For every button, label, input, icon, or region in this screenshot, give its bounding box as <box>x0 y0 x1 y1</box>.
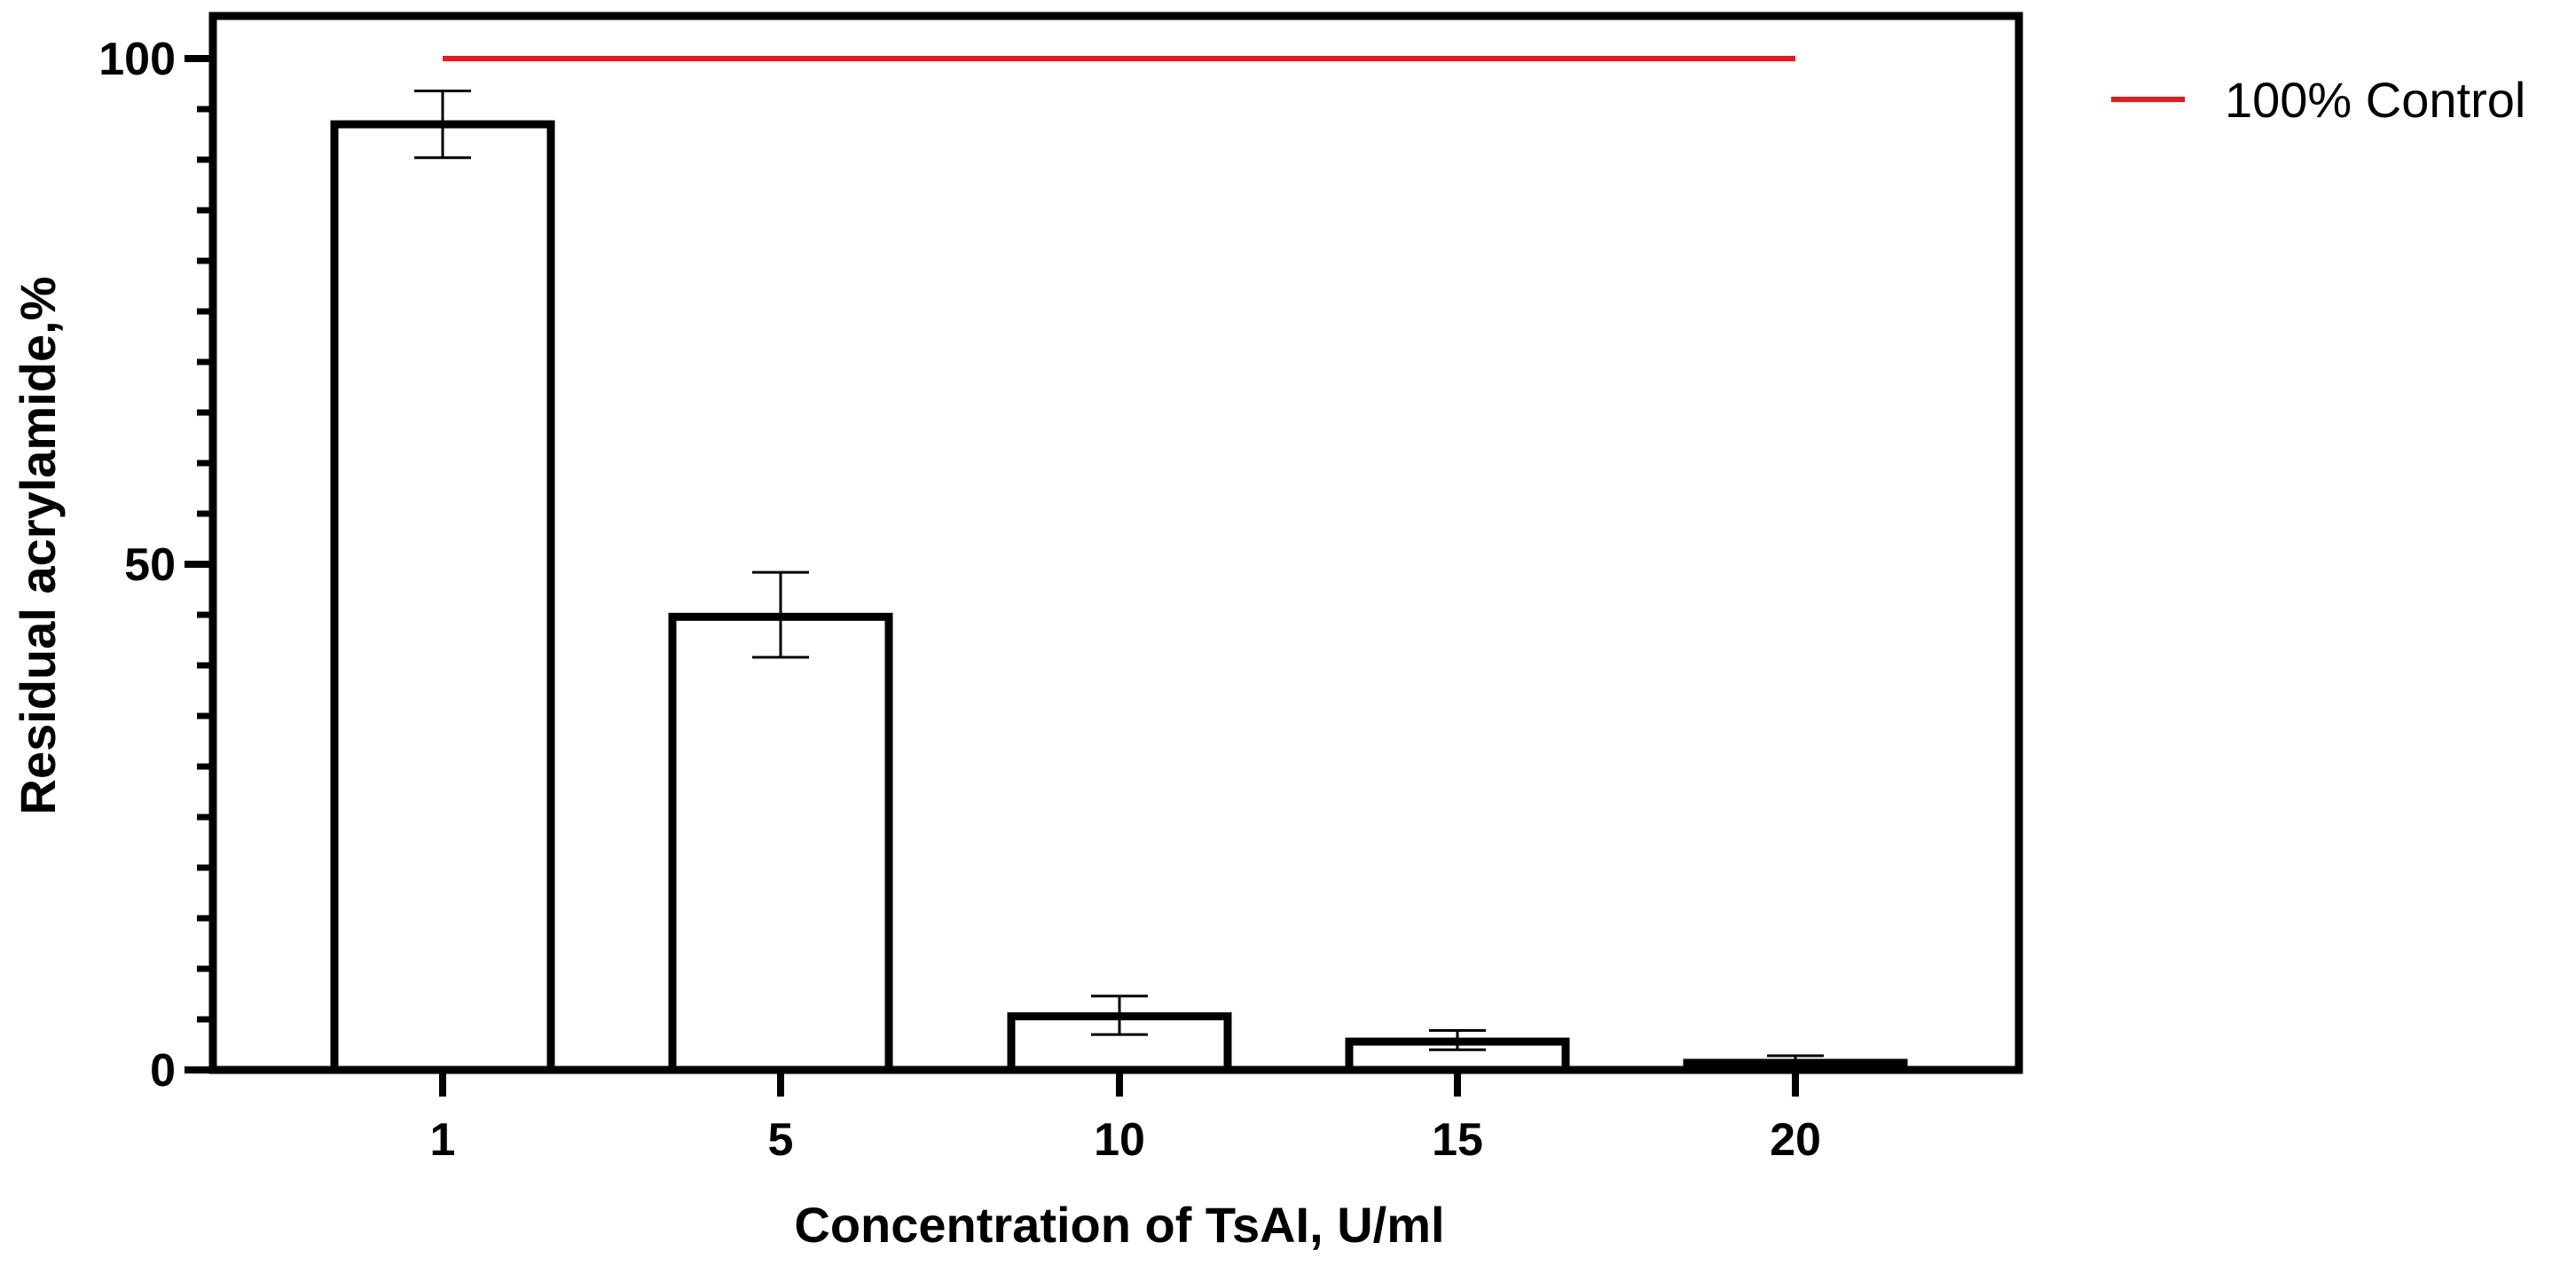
x-tick-label-20: 20 <box>1770 1114 1821 1166</box>
x-tick-label-10: 10 <box>1094 1114 1145 1166</box>
legend: 100% Control <box>2111 72 2525 128</box>
y-tick-label-50: 50 <box>124 539 176 591</box>
x-tick-label-1: 1 <box>430 1114 456 1166</box>
axis-labels: Residual acrylamide,% Concentration of T… <box>10 277 1445 1253</box>
bar-1 <box>330 120 555 1074</box>
y-tick-label-100: 100 <box>98 34 176 85</box>
y-axis-title: Residual acrylamide,% <box>10 277 66 815</box>
error-bars <box>414 89 1824 1071</box>
bar-5 <box>668 612 893 1074</box>
x-tick-label-5: 5 <box>768 1114 794 1166</box>
bars <box>330 120 1908 1074</box>
y-tick-label-0: 0 <box>150 1045 176 1097</box>
x-tick-label-15: 15 <box>1432 1114 1483 1166</box>
x-axis-title: Concentration of TsAI, U/ml <box>794 1197 1444 1253</box>
legend-label-control: 100% Control <box>2225 72 2525 128</box>
